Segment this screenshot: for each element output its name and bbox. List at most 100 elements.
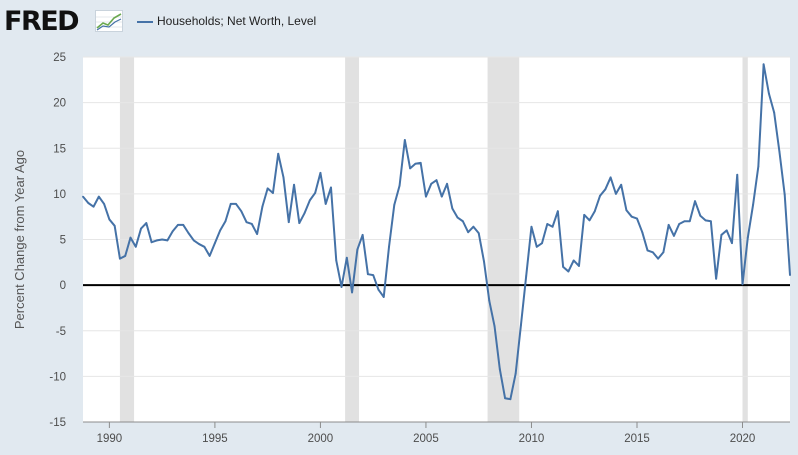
data-point: [108, 218, 111, 221]
data-point: [398, 184, 401, 187]
data-point: [446, 182, 448, 185]
data-point: [562, 265, 565, 268]
data-point: [440, 195, 443, 198]
data-point: [694, 200, 696, 203]
data-point: [377, 288, 380, 291]
data-point: [593, 210, 596, 213]
data-point: [783, 193, 786, 196]
data-point: [725, 229, 728, 232]
x-tick-label: 1995: [202, 433, 228, 445]
data-point: [673, 234, 675, 237]
data-point: [361, 234, 364, 236]
data-point: [134, 245, 137, 248]
data-point: [155, 239, 158, 242]
legend-swatch: [137, 21, 153, 23]
data-point: [683, 220, 686, 223]
data-point: [245, 221, 248, 224]
data-point: [546, 223, 549, 225]
data-point: [578, 265, 580, 267]
data-point: [393, 203, 396, 206]
data-point: [757, 165, 760, 168]
y-tick-label: 10: [53, 189, 66, 201]
data-point: [609, 176, 612, 179]
data-point: [124, 255, 127, 257]
data-point: [198, 243, 200, 245]
data-point: [746, 236, 749, 239]
data-point: [403, 139, 406, 141]
data-point: [704, 219, 707, 222]
data-point: [261, 205, 264, 208]
data-point: [187, 232, 190, 235]
y-tick-label: -10: [49, 371, 66, 383]
data-point: [119, 257, 121, 260]
data-point: [324, 203, 327, 205]
data-point: [409, 167, 412, 170]
graph-header: FRED Households; Net Worth, Level: [0, 0, 798, 44]
data-point: [662, 251, 665, 254]
data-point: [541, 242, 543, 245]
data-point: [229, 203, 232, 205]
data-point: [472, 225, 475, 228]
data-point: [97, 195, 100, 198]
data-point: [514, 372, 517, 375]
data-point: [287, 221, 290, 224]
data-point: [166, 239, 169, 242]
data-point: [177, 224, 179, 226]
data-point: [219, 229, 222, 232]
data-point: [266, 187, 269, 190]
data-point: [789, 274, 791, 276]
data-point: [214, 242, 216, 245]
data-point: [651, 251, 654, 254]
x-tick-label: 2005: [413, 433, 439, 445]
data-point: [208, 255, 211, 257]
data-point: [356, 248, 359, 251]
y-tick-label: 15: [53, 143, 66, 155]
x-tick-label: 1990: [97, 433, 123, 445]
data-point: [678, 223, 681, 225]
data-point: [250, 223, 253, 225]
x-tick-label: 2010: [519, 433, 545, 445]
data-point: [477, 232, 480, 235]
data-point: [556, 210, 559, 213]
data-point: [382, 296, 385, 298]
data-point: [330, 186, 332, 189]
data-point: [319, 171, 322, 174]
legend-label[interactable]: Households; Net Worth, Level: [157, 14, 317, 28]
data-point: [699, 214, 702, 217]
data-point: [87, 202, 90, 204]
data-point: [335, 259, 338, 262]
y-tick-label: 25: [53, 52, 66, 64]
fred-logo[interactable]: FRED: [4, 6, 80, 37]
data-point: [425, 195, 427, 198]
data-point: [636, 217, 638, 220]
data-point: [161, 238, 164, 241]
data-point: [767, 92, 770, 95]
data-point: [731, 242, 733, 245]
data-point: [140, 227, 142, 230]
data-point: [235, 203, 237, 205]
y-tick-label: 5: [60, 235, 66, 247]
data-point: [614, 192, 617, 195]
data-point: [430, 182, 433, 185]
fred-line-graph-icon: [95, 10, 123, 32]
data-point: [688, 220, 691, 223]
data-point: [171, 230, 174, 233]
data-point: [498, 368, 501, 370]
data-point: [583, 213, 586, 216]
data-point: [762, 63, 765, 66]
data-point: [272, 192, 274, 194]
data-point: [467, 231, 470, 234]
data-point: [82, 195, 84, 198]
data-point: [388, 245, 390, 248]
data-point: [293, 183, 295, 186]
data-point: [456, 216, 459, 219]
data-point: [240, 210, 243, 213]
y-tick-label: 0: [60, 280, 66, 292]
data-point: [192, 239, 195, 242]
data-point: [741, 283, 744, 286]
x-tick-label: 2020: [730, 433, 756, 445]
data-point: [303, 212, 306, 214]
data-point: [92, 205, 95, 208]
